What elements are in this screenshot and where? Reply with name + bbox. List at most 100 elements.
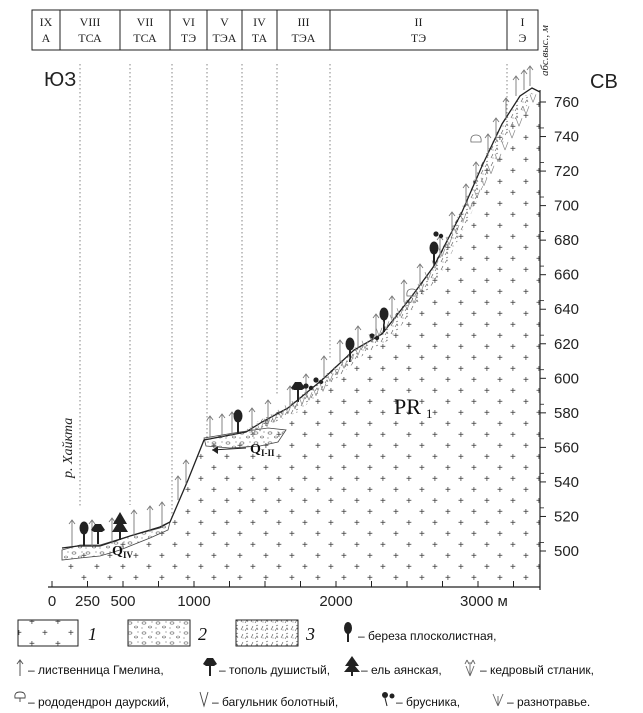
larch-symbol — [372, 313, 380, 336]
x-tick-label: 500 — [110, 593, 135, 610]
zone-code: ТЭ — [411, 31, 426, 45]
cowberry-icon — [382, 692, 395, 707]
legend-num-3: 3 — [305, 624, 315, 644]
legend-larch-label: – лиственница Гмелина, — [28, 663, 164, 677]
y-tick-label: 660 — [554, 267, 579, 284]
herb-symbol — [396, 308, 404, 317]
y-tick-label: 540 — [554, 474, 579, 491]
larch-symbol — [472, 161, 480, 184]
y-tick-label: 760 — [554, 94, 579, 111]
legend-poplar-label: – тополь душистый, — [219, 663, 330, 677]
y-tick-label: 620 — [554, 336, 579, 353]
legend-pine-label: – кедровый стланик, — [480, 663, 594, 677]
birch-symbol — [233, 409, 243, 434]
altitude-unit-label: абс.выс., м — [539, 25, 551, 76]
legend-spruce-label: – ель аянская, — [361, 663, 442, 677]
larch-symbol — [130, 509, 138, 536]
herb-symbol — [326, 373, 334, 382]
larch-symbol — [526, 65, 534, 86]
distance-axis: 0 250 500 1000 2000 3000 м — [48, 581, 540, 610]
herb-symbol — [501, 141, 509, 151]
larch-symbol — [502, 97, 510, 120]
legend-pebble-swatch — [127, 619, 191, 647]
herb-symbol — [256, 422, 264, 432]
herb-symbol — [298, 396, 306, 405]
herb-symbol — [312, 387, 320, 396]
legend-herbs-label: – разнотравье. — [507, 695, 590, 709]
herb-symbol — [354, 347, 362, 356]
birch-symbol — [379, 307, 389, 332]
zone-roman: V — [220, 15, 229, 29]
spruce-symbol — [112, 512, 128, 540]
larch-symbol — [336, 339, 344, 362]
larch-symbol — [68, 519, 76, 546]
legend-granite-swatch — [17, 619, 79, 647]
herb-symbol — [368, 334, 376, 343]
birch-icon — [344, 622, 352, 642]
legend-num-2: 2 — [198, 624, 207, 644]
zone-roman: III — [298, 15, 310, 29]
zone-boundary-lines — [79, 64, 508, 520]
legend: 1 2 3 – береза плосколистная, – лиственн… — [14, 619, 594, 709]
label-qi-arrowhead — [212, 446, 218, 454]
herb-symbol — [333, 366, 341, 375]
label-pr: PR — [394, 394, 421, 419]
larch-symbol — [512, 75, 520, 96]
herb-symbol — [361, 340, 369, 349]
poplar-symbol — [91, 524, 105, 544]
larch-icon — [16, 659, 24, 676]
y-tick-label: 600 — [554, 370, 579, 387]
label-qiv: Q — [112, 544, 123, 559]
zone-code: А — [42, 31, 51, 45]
legend-cowberry-label: – брусника, — [396, 695, 460, 709]
larch-symbol — [248, 407, 256, 432]
zone-code: ТЭА — [213, 31, 237, 45]
label-qi: Q — [250, 442, 261, 457]
direction-left: ЮЗ — [44, 69, 76, 91]
herb-symbol — [403, 301, 411, 310]
larch-symbol — [88, 519, 96, 546]
larch-symbol — [158, 501, 166, 528]
birch-symbol — [429, 241, 439, 266]
label-qiv-sub: IV — [123, 550, 134, 560]
zone-roman: VIII — [80, 15, 101, 29]
cowberry-symbol — [369, 333, 380, 341]
dwarf-pine-icon — [464, 659, 476, 677]
herb-symbol — [431, 260, 439, 269]
zone-roman: VI — [182, 15, 195, 29]
cowberry-symbol — [313, 377, 324, 385]
herb-symbol — [452, 224, 460, 234]
herb-symbol — [263, 418, 271, 427]
legend-birch-label: – береза плосколистная, — [358, 629, 496, 643]
elevation-axis: 500 520 540 560 580 600 620 640 660 680 700 720 740 7… — [539, 90, 579, 590]
larch-symbol — [354, 325, 362, 348]
herb-symbol — [382, 321, 390, 330]
zone-roman: VII — [137, 15, 154, 29]
y-tick-label: 720 — [554, 163, 579, 180]
larch-symbol — [520, 69, 528, 90]
zone-code: ТЭ — [181, 31, 196, 45]
herb-symbol — [424, 272, 432, 281]
herb-symbol — [515, 118, 523, 127]
herb-symbol — [347, 353, 355, 362]
zone-roman: II — [415, 15, 423, 29]
larch-symbol — [264, 399, 272, 424]
legend-num-1: 1 — [88, 624, 97, 644]
herb-symbol — [375, 327, 383, 336]
x-tick-label: 1000 — [177, 593, 210, 610]
herb-symbol — [270, 414, 278, 423]
larch-symbol — [388, 295, 396, 318]
direction-right: СВ — [590, 71, 618, 93]
herb-symbol — [459, 213, 467, 222]
herb-symbol — [291, 400, 299, 410]
y-tick-label: 640 — [554, 301, 579, 318]
legend-ledum-label: – багульник болотный, — [212, 695, 338, 709]
herb-symbol — [487, 165, 495, 174]
herb-symbol — [480, 177, 488, 186]
y-tick-label: 700 — [554, 198, 579, 215]
rhododendron-symbol — [470, 134, 482, 143]
zone-code: ТСА — [78, 31, 102, 45]
surface-profile-line — [61, 87, 541, 549]
larch-symbol — [320, 355, 328, 378]
